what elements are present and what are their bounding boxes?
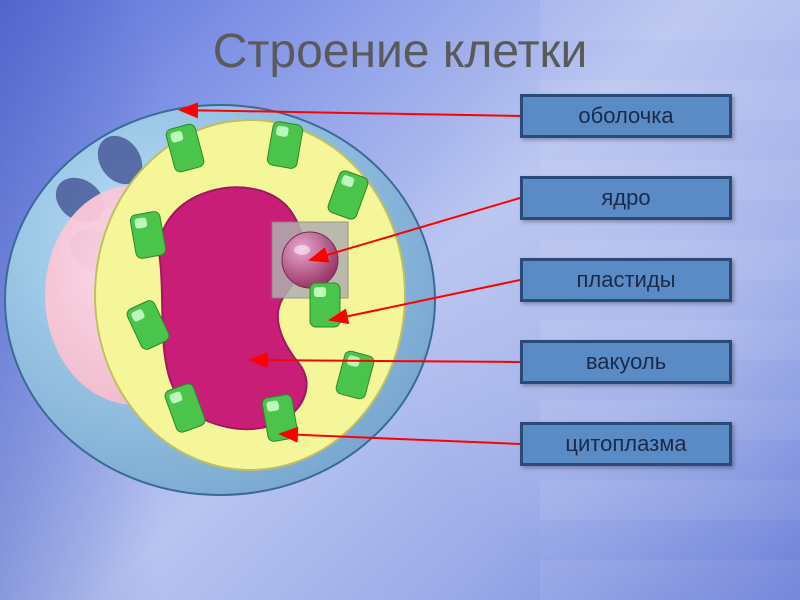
label-text: оболочка	[578, 103, 673, 129]
cell-diagram: оболочка ядро пластиды вакуоль цитоплазма	[0, 90, 800, 600]
label-nucleus: ядро	[520, 176, 732, 220]
label-text: пластиды	[577, 267, 676, 293]
slide-title: Строение клетки	[0, 24, 800, 79]
label-text: вакуоль	[586, 349, 666, 375]
label-plastids: пластиды	[520, 258, 732, 302]
label-text: ядро	[601, 185, 650, 211]
label-text: цитоплазма	[565, 431, 686, 457]
label-membrane: оболочка	[520, 94, 732, 138]
label-vacuole: вакуоль	[520, 340, 732, 384]
label-cytoplasm: цитоплазма	[520, 422, 732, 466]
